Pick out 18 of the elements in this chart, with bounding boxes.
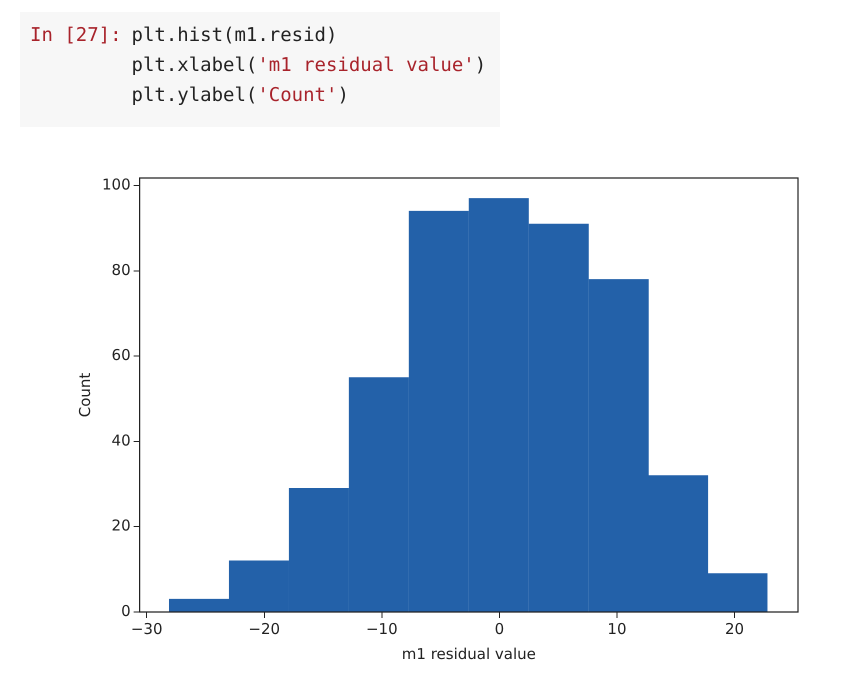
text: plt.xlabel('m1 residual value') [132,54,486,76]
text: plt.hist(m1.resid) [132,24,338,46]
y-tick-label: 0 [121,602,131,620]
x-tick-label: 0 [494,620,504,638]
x-tick-label: −10 [366,620,398,638]
text: In [27]: [30,23,122,48]
y-tick-label: 60 [112,346,131,364]
y-tick-label: 80 [112,260,131,279]
x-tick-label: 10 [607,620,626,638]
y-tick-label: 40 [112,431,131,450]
x-tick-label: −30 [130,620,163,638]
y-tick-label: 20 [112,516,131,535]
x-tick-label: −20 [248,620,280,638]
y-tick-label: 100 [102,176,131,194]
x-axis-title: m1 residual value [402,644,536,663]
text: plt.ylabel('Count') [132,84,349,106]
y-axis-title: Count [76,372,94,418]
x-tick-label: 20 [724,620,744,638]
